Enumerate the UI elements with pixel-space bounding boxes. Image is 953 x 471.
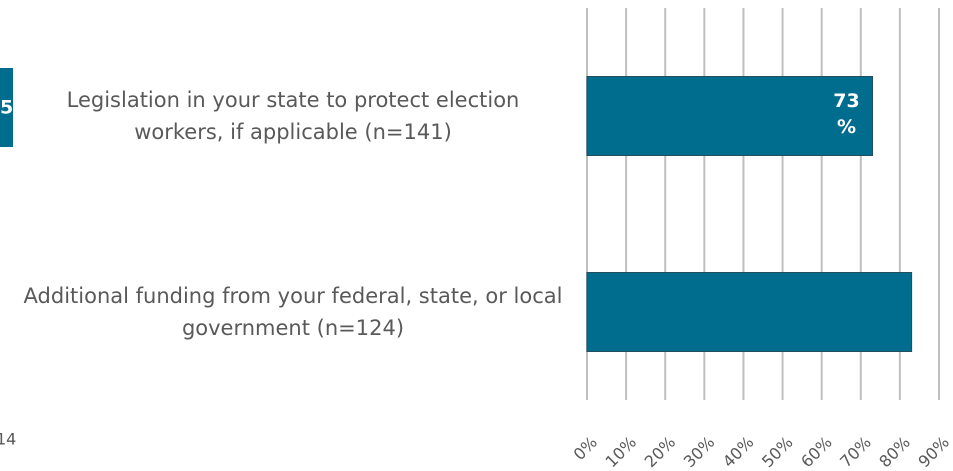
fragment-label: 14 [0, 430, 16, 449]
x-tick-label: 60% [797, 433, 836, 471]
bar [586, 272, 913, 352]
x-tick-label: 40% [719, 433, 758, 471]
x-tick-label: 10% [602, 433, 641, 471]
x-tick-label: 30% [680, 433, 719, 471]
fragment-bar [0, 68, 13, 147]
x-tick-label: 20% [641, 433, 680, 471]
x-tick-label: 80% [875, 433, 914, 471]
x-tick-label: 90% [914, 433, 953, 471]
category-label: Additional funding from your federal, st… [23, 284, 563, 340]
x-tick-label: 70% [836, 433, 875, 471]
x-tick-label: 50% [758, 433, 797, 471]
bar [586, 76, 874, 156]
category-label: Legislation in your state to protect ele… [66, 88, 520, 144]
x-tick-label: 0% [570, 433, 601, 464]
fragment-label: 5 [0, 97, 13, 119]
value-label: 73 % [833, 90, 860, 138]
